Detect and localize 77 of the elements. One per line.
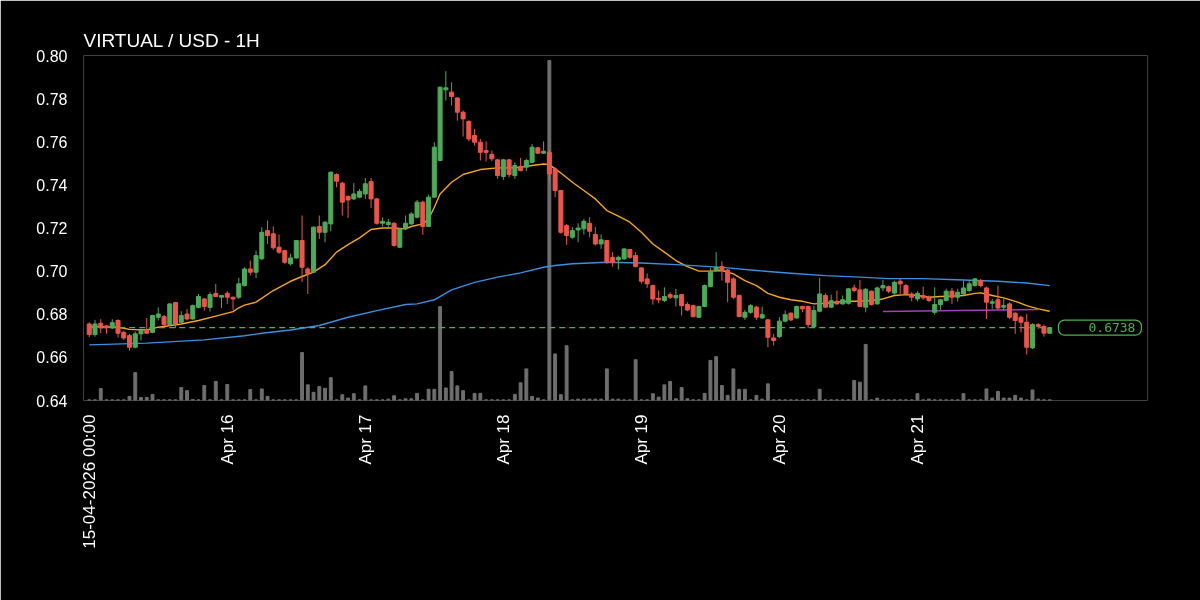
- bar: [547, 60, 552, 401]
- bar: [668, 380, 673, 401]
- bar: [351, 393, 356, 401]
- candlestick: [449, 81, 455, 107]
- bar: [415, 392, 420, 401]
- bar: [875, 397, 880, 401]
- bar: [817, 388, 822, 401]
- candlestick: [834, 290, 840, 306]
- bar: [530, 395, 535, 401]
- bar: [650, 393, 655, 401]
- bar: [754, 394, 759, 401]
- ref-line-label: 0.6738: [1088, 320, 1136, 336]
- bar: [248, 389, 253, 401]
- bar: [363, 385, 368, 401]
- x-tick-label: Apr 19: [631, 414, 651, 465]
- bar: [438, 306, 443, 401]
- bar: [328, 377, 333, 401]
- candlestick: [391, 221, 397, 248]
- y-tick-label: 0.66: [36, 349, 68, 367]
- candlestick: [713, 251, 719, 273]
- y-tick-label: 0.72: [36, 220, 68, 237]
- bar: [535, 397, 540, 401]
- candlestick: [863, 287, 869, 313]
- candlestick: [949, 287, 955, 305]
- bar: [225, 384, 230, 401]
- line-series: [88, 261, 1051, 346]
- bar: [202, 385, 207, 401]
- bar: [392, 395, 397, 401]
- bar: [213, 380, 218, 401]
- candlestick: [673, 288, 679, 307]
- y-tick-label: 0.76: [36, 133, 68, 151]
- bar: [553, 353, 558, 401]
- y-tick-label: 0.64: [36, 392, 68, 410]
- candlestick: [173, 301, 179, 329]
- bar: [737, 388, 742, 401]
- bar: [98, 388, 103, 401]
- bar: [857, 381, 862, 401]
- bar: [765, 383, 770, 401]
- y-tick-label: 0.74: [36, 176, 68, 194]
- bar: [1019, 397, 1023, 401]
- bar: [512, 393, 517, 401]
- candlestick: [305, 266, 311, 295]
- bar: [185, 390, 189, 401]
- chart-title: VIRTUAL / USD - 1H: [83, 29, 260, 51]
- bar: [852, 379, 857, 401]
- x-tick-label: Apr 18: [493, 414, 513, 465]
- x-tick-label: Apr 21: [907, 414, 927, 465]
- bar: [996, 390, 1000, 401]
- y-tick-label: 0.80: [36, 47, 68, 65]
- y-tick-label: 0.78: [36, 90, 68, 108]
- y-tick-label: 0.70: [36, 263, 68, 281]
- bar: [558, 394, 563, 401]
- y-tick-label: 0.68: [36, 306, 68, 324]
- bar: [863, 343, 868, 401]
- x-tick-label: Apr 20: [769, 414, 789, 465]
- bar: [719, 385, 724, 401]
- candlestick: [598, 233, 604, 250]
- bar: [323, 387, 327, 401]
- bar: [604, 368, 609, 401]
- bar: [633, 359, 638, 401]
- candlestick: [983, 286, 989, 320]
- x-tick-label: Apr 17: [355, 414, 375, 465]
- bar: [300, 352, 304, 401]
- bar: [564, 345, 569, 401]
- bar: [714, 356, 719, 401]
- x-tick-label: 15-04-2026 00:00: [79, 414, 99, 549]
- candlestick: [995, 285, 1001, 311]
- bar: [346, 397, 350, 401]
- bar: [742, 388, 747, 401]
- x-tick-label: Apr 16: [217, 414, 237, 465]
- candlestick: [587, 216, 593, 238]
- bar: [340, 394, 345, 401]
- bar: [139, 396, 143, 401]
- bar: [179, 387, 184, 401]
- candlestick: [316, 214, 322, 240]
- bar: [461, 390, 466, 401]
- candlestick: [207, 291, 213, 313]
